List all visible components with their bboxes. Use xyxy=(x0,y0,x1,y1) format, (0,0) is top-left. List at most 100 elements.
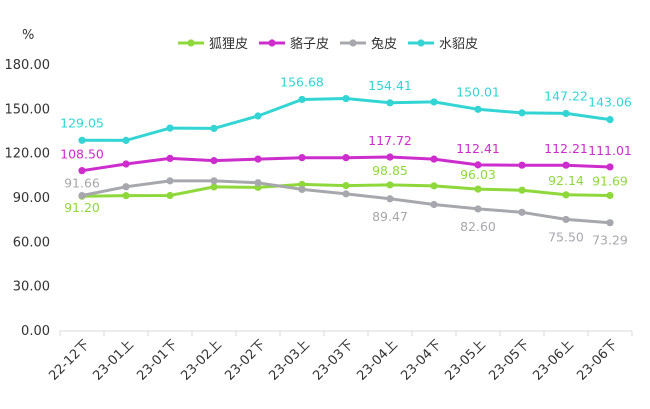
data-point xyxy=(474,161,482,169)
data-label: 75.50 xyxy=(548,229,584,244)
y-tick-label: 120.00 xyxy=(5,147,51,162)
x-tick-label: 23-03上 xyxy=(266,337,313,384)
series-0 xyxy=(78,180,614,200)
data-label: 89.47 xyxy=(372,209,408,224)
data-point xyxy=(474,185,482,193)
data-point xyxy=(166,191,174,200)
x-tick-label: 23-05下 xyxy=(486,337,533,384)
data-label: 156.68 xyxy=(280,74,324,89)
data-label: 129.05 xyxy=(60,115,104,130)
data-point xyxy=(78,136,86,144)
legend-swatch-marker xyxy=(268,39,276,47)
data-point xyxy=(518,161,526,169)
data-label: 73.29 xyxy=(592,233,628,248)
data-point xyxy=(254,155,262,163)
x-tick-label: 23-06下 xyxy=(574,337,621,384)
x-tick-label: 23-01上 xyxy=(90,337,137,384)
data-point xyxy=(210,157,218,165)
x-tick-label: 23-01下 xyxy=(134,337,181,384)
legend-item: 水貂皮 xyxy=(408,37,478,52)
data-label: 150.01 xyxy=(456,84,500,99)
data-point xyxy=(298,95,306,104)
data-point xyxy=(122,136,130,144)
x-tick-label: 23-05上 xyxy=(442,337,489,384)
data-point xyxy=(430,200,438,209)
data-label: 96.03 xyxy=(460,167,496,182)
y-tick-label: 60.00 xyxy=(13,235,50,250)
data-point xyxy=(298,154,306,162)
data-point xyxy=(606,163,614,171)
x-axis: 22-12下23-01上23-01下23-02上23-02下23-03上23-0… xyxy=(46,331,633,384)
data-point xyxy=(254,112,262,120)
legend-label: 兔皮 xyxy=(371,37,397,52)
data-point xyxy=(298,185,306,194)
data-label: 112.41 xyxy=(456,141,500,156)
data-point xyxy=(166,154,174,162)
data-point xyxy=(430,98,438,106)
data-label: 117.72 xyxy=(368,133,412,148)
legend-item: 貉子皮 xyxy=(259,36,329,52)
series-2 xyxy=(78,177,614,227)
data-point xyxy=(518,109,526,117)
data-label: 92.14 xyxy=(548,173,584,188)
data-point xyxy=(254,179,262,187)
data-point xyxy=(386,195,394,203)
legend-label: 貉子皮 xyxy=(290,36,329,52)
series-3 xyxy=(78,94,614,144)
data-label: 91.20 xyxy=(64,200,100,215)
data-point xyxy=(78,167,86,175)
data-point xyxy=(606,115,614,124)
legend-label: 狐狸皮 xyxy=(209,37,248,52)
data-label: 147.22 xyxy=(544,88,588,103)
data-point xyxy=(386,181,394,189)
data-point xyxy=(430,155,438,163)
legend-item: 兔皮 xyxy=(340,37,397,52)
data-label: 82.60 xyxy=(460,219,496,234)
data-label: 91.66 xyxy=(64,176,100,191)
y-tick-label: 150.00 xyxy=(5,102,51,117)
data-point xyxy=(342,94,350,103)
y-tick-label: 90.00 xyxy=(13,191,50,206)
legend-swatch-marker xyxy=(349,39,357,47)
data-label: 91.69 xyxy=(592,174,628,189)
data-point xyxy=(166,177,174,185)
series-line xyxy=(81,97,611,142)
x-tick-label: 23-04下 xyxy=(398,337,445,384)
data-point xyxy=(518,208,526,216)
data-point xyxy=(342,190,350,198)
data-point xyxy=(606,219,614,227)
legend: 狐狸皮 貉子皮 兔皮 水貂皮 xyxy=(178,36,478,52)
series-layer xyxy=(78,94,614,227)
data-point xyxy=(298,180,306,189)
data-point xyxy=(210,124,218,132)
x-tick-label: 23-03下 xyxy=(310,337,357,384)
data-point xyxy=(122,183,130,191)
data-point xyxy=(210,183,218,191)
data-point xyxy=(562,215,570,224)
y-axis: 180.00 150.00 120.00 90.00 60.00 30.00 0.00 xyxy=(5,58,51,339)
data-point xyxy=(430,182,438,190)
data-point xyxy=(606,191,614,200)
legend-swatch-marker xyxy=(417,39,425,47)
data-label: 98.85 xyxy=(372,163,408,178)
data-point xyxy=(474,205,482,213)
data-point xyxy=(386,99,394,107)
y-tick-label: 180.00 xyxy=(5,58,51,73)
data-label: 143.06 xyxy=(588,95,632,110)
data-point xyxy=(518,186,526,194)
x-tick-label: 23-02下 xyxy=(222,337,269,384)
data-point xyxy=(474,105,482,113)
x-tick-label: 23-02上 xyxy=(178,337,225,384)
y-unit-label: % xyxy=(22,28,34,43)
data-label: 154.41 xyxy=(368,78,412,93)
data-point xyxy=(78,191,86,200)
x-tick-label: 23-06上 xyxy=(530,337,577,384)
legend-swatch-marker xyxy=(187,39,195,47)
x-tick-label: 23-04上 xyxy=(354,337,401,384)
data-point xyxy=(562,191,570,199)
data-point xyxy=(166,124,174,132)
series-1 xyxy=(78,153,614,175)
data-labels: 91.20 98.85 96.03 92.14 91.69 108.50 117.72 112… xyxy=(60,74,632,247)
legend-item: 狐狸皮 xyxy=(178,37,248,52)
